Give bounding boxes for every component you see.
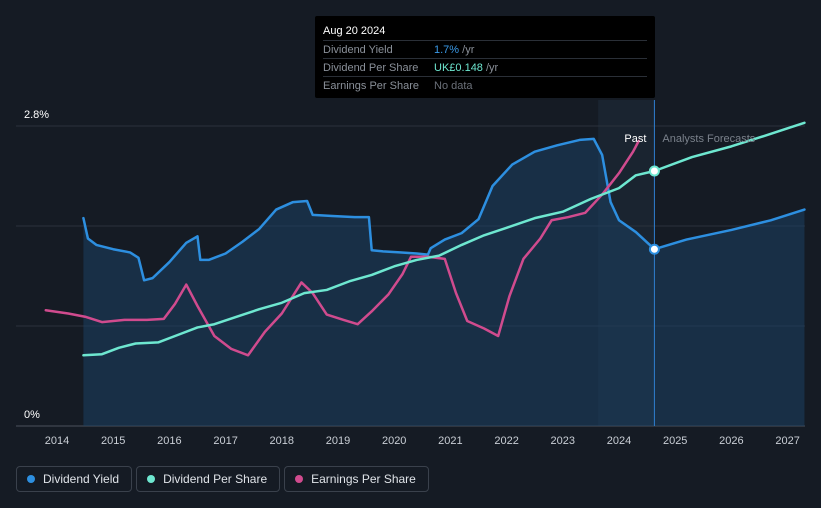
earnings-per-share-line — [44, 139, 640, 357]
x-tick-label: 2026 — [719, 435, 743, 447]
dividend-per-share-dot-icon — [147, 475, 156, 483]
legend-item-dividend-per-share[interactable]: Dividend Per Share — [136, 466, 281, 492]
past-label: Past — [624, 133, 646, 145]
dividend-per-share-marker — [648, 165, 660, 177]
legend-label: Earnings Per Share — [311, 472, 416, 486]
dividend-yield-line — [82, 137, 806, 282]
legend-item-dividend-yield[interactable]: Dividend Yield — [16, 466, 133, 492]
y-tick-label: 0% — [24, 409, 40, 421]
x-tick-label: 2014 — [45, 435, 69, 447]
tooltip-value: 1.7% — [434, 44, 460, 56]
y-tick-label: 2.8% — [24, 109, 49, 121]
legend: Dividend Yield Dividend Per Share Earnin… — [16, 466, 429, 492]
tooltip-date: Aug 20 2024 — [323, 25, 386, 37]
dividend-yield-marker — [648, 243, 660, 255]
x-tick-label: 2025 — [663, 435, 687, 447]
tooltip-unit: /yr — [459, 44, 475, 56]
tooltip-value: UK£0.148 — [434, 62, 483, 74]
earnings-per-share-dot-icon — [295, 475, 304, 483]
x-tick-label: 2019 — [326, 435, 350, 447]
x-tick-label: 2024 — [607, 435, 631, 447]
analysts-forecasts-label: Analysts Forecasts — [662, 133, 755, 145]
tooltip-label: Earnings Per Share — [323, 80, 419, 92]
tooltip: Aug 20 2024 Dividend Yield 1.7% /yr Divi… — [315, 16, 655, 98]
legend-label: Dividend Yield — [43, 472, 120, 486]
x-tick-label: 2023 — [551, 435, 575, 447]
dividend-per-share-line — [82, 121, 806, 357]
tooltip-row-dividend-yield: Dividend Yield 1.7% /yr — [323, 40, 647, 59]
tooltip-unit: /yr — [482, 62, 499, 74]
x-tick-label: 2016 — [157, 435, 181, 447]
x-tick-label: 2021 — [438, 435, 462, 447]
x-tick-label: 2015 — [101, 435, 125, 447]
dividend-yield-dot-icon — [27, 475, 35, 483]
x-tick-label: 2022 — [494, 435, 518, 447]
tooltip-value: No data — [434, 80, 473, 92]
tooltip-row-dividend-per-share: Dividend Per Share UK£0.148 /yr — [323, 58, 647, 77]
x-tick-label: 2018 — [270, 435, 294, 447]
legend-label: Dividend Per Share — [163, 472, 268, 486]
x-tick-label: 2027 — [775, 435, 799, 447]
x-tick-label: 2017 — [213, 435, 237, 447]
dividend-yield-area — [83, 138, 805, 426]
tooltip-row-earnings-per-share: Earnings Per Share No data — [323, 76, 647, 95]
tooltip-label: Dividend Per Share — [323, 62, 419, 74]
x-tick-label: 2020 — [382, 435, 406, 447]
legend-item-earnings-per-share[interactable]: Earnings Per Share — [284, 466, 429, 492]
tooltip-label: Dividend Yield — [323, 44, 393, 56]
